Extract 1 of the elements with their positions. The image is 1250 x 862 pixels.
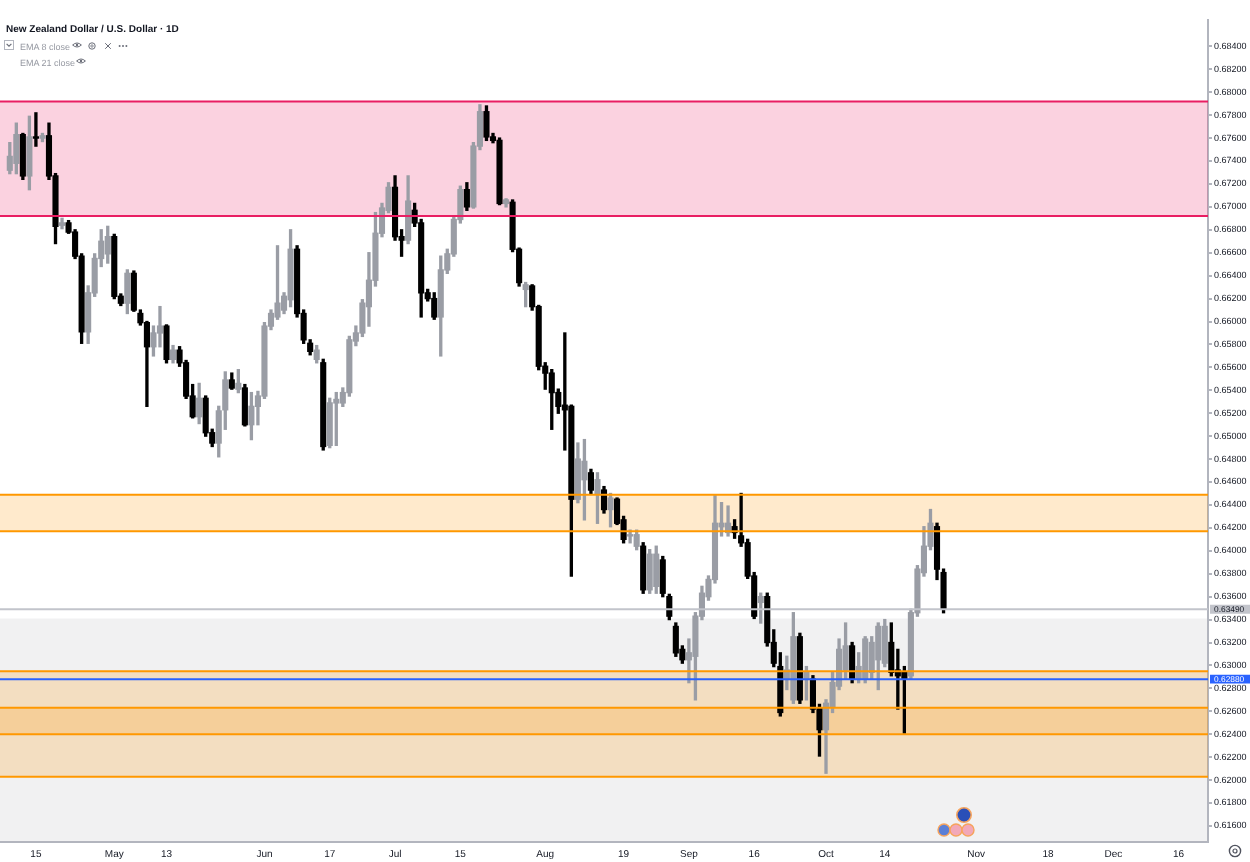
candlestick	[32, 112, 39, 147]
